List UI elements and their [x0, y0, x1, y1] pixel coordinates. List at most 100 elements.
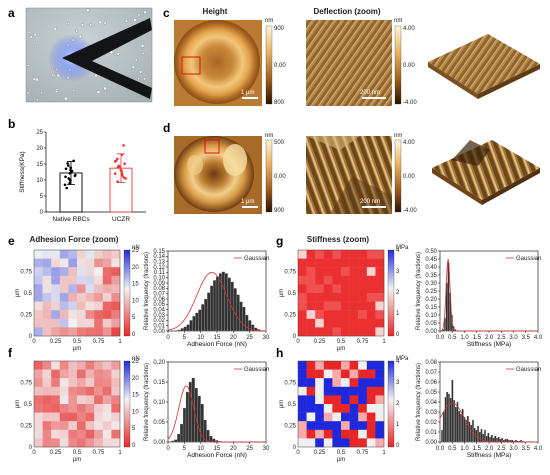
gaussian-fit-line [167, 271, 267, 332]
heatmap-cell [349, 429, 359, 439]
legend-label: Gaussian [516, 367, 541, 373]
svg-text:nm: nm [394, 133, 402, 139]
cell-dot [29, 35, 33, 39]
hist-bar [180, 328, 184, 332]
heatmap-cell [341, 429, 350, 439]
y-tick-label: 5 [40, 194, 44, 200]
heatmap-cell [349, 267, 359, 276]
heatmap-cell [349, 404, 359, 413]
data-point [124, 177, 127, 180]
colorbar-unit: nN [132, 356, 140, 362]
y-tick-label: 0.06 [425, 380, 437, 386]
heatmap-cell [34, 438, 43, 448]
heatmap-cell [111, 318, 121, 328]
heatmap-cell [51, 395, 60, 405]
cell-dot [104, 91, 107, 95]
heatmap-cell [59, 284, 69, 294]
heatmap-cell [332, 284, 342, 294]
heatmap-cell [34, 361, 43, 370]
heatmap-cell [349, 395, 359, 405]
heatmap-cell [34, 369, 43, 379]
colorbar-tick: 2 [396, 290, 400, 296]
heatmap-cell [341, 275, 350, 285]
heatmap-cell [77, 421, 86, 430]
y-tick-label: 0.07 [153, 291, 165, 297]
x-tick-label: 4.0 [534, 335, 543, 341]
heatmap-cell [332, 378, 342, 387]
heatmap-frame [297, 360, 385, 448]
heatmap-cell [323, 310, 333, 319]
heatmap-cell [59, 318, 69, 328]
heatmap-cell [306, 310, 316, 319]
colorbar-d-deflection: nm 4.00 0.00 -4.00 [394, 133, 417, 214]
panel-label-b: b [8, 117, 15, 131]
cell-dot [113, 53, 117, 56]
heatmap-cell [315, 438, 324, 448]
cell-dot [26, 64, 30, 67]
heatmap-cell [68, 293, 78, 302]
heatmap-cell [34, 267, 43, 276]
heatmap-cell [68, 361, 78, 370]
colorbar-tick: 5 [132, 315, 136, 321]
svg-text:nm: nm [265, 18, 273, 24]
heatmap-cell [341, 310, 350, 319]
heatmap-cell [358, 293, 367, 302]
heatmap-cell [332, 412, 342, 422]
y-tick-label: 0.00 [153, 329, 165, 335]
heatmap-cell [59, 412, 69, 422]
data-point [73, 174, 77, 178]
heatmap-cell [366, 250, 376, 259]
heatmap-cell [375, 404, 385, 413]
colorbar-tick: 25 [132, 248, 139, 254]
heatmap-cell [34, 386, 43, 396]
heatmap-cell [111, 301, 121, 311]
heatmap-cell [94, 369, 103, 379]
heatmap-cell [298, 267, 307, 276]
heatmap-cell [375, 327, 385, 337]
data-point [63, 183, 67, 187]
heatmap-cell [332, 421, 342, 430]
x-axis-label: Adhesion Force (nN) [187, 341, 247, 348]
x-tick-label: Native RBCs [52, 216, 90, 223]
heatmap-cell [51, 361, 60, 370]
heatmap-cell [358, 267, 367, 276]
hist-bar [468, 421, 471, 443]
heatmap-cell [42, 318, 52, 328]
panel-label-a: a [8, 6, 15, 20]
heatmap-cell [59, 386, 69, 396]
heatmap-cell [85, 421, 95, 430]
heatmap-cell [59, 395, 69, 405]
heatmap-cell [51, 438, 60, 448]
cell-dot [28, 31, 31, 34]
heatmap-cell [323, 293, 333, 302]
y-tick-label: 0.13 [153, 259, 165, 265]
heatmap-cell [51, 275, 60, 285]
heatmap-cell [77, 284, 86, 294]
y-tick-label: 0.04 [425, 400, 437, 406]
heatmap-cell [341, 267, 350, 276]
x-tick-label: 1.5 [473, 335, 482, 341]
legend-label: Gaussian [516, 256, 541, 262]
heatmap-cell [59, 438, 69, 448]
cell-dot [80, 23, 85, 27]
heatmap-cell [341, 369, 350, 379]
heatmap-cell [323, 361, 333, 370]
y-tick-label: 0.11 [154, 270, 166, 276]
y-tick-label: 0.10 [425, 313, 437, 319]
y-tick-label: 0.25 [20, 313, 32, 319]
heatmap-cell [111, 404, 121, 413]
heatmap-cell [298, 386, 307, 396]
hist-bar [185, 391, 190, 443]
x-tick-label: 0.5 [448, 446, 457, 452]
colorbar [123, 360, 131, 448]
panel-d-deflection-map: 200 nm [306, 136, 392, 214]
heatmap-cell [323, 275, 333, 285]
heatmap-cell [358, 275, 367, 285]
heatmap-cell [51, 258, 60, 268]
heatmap-cell [366, 386, 376, 396]
cell-dot [33, 33, 37, 37]
heatmap-cell [68, 412, 78, 422]
heatmap-cell [375, 250, 385, 259]
y-tick-label: 0.02 [153, 318, 165, 324]
